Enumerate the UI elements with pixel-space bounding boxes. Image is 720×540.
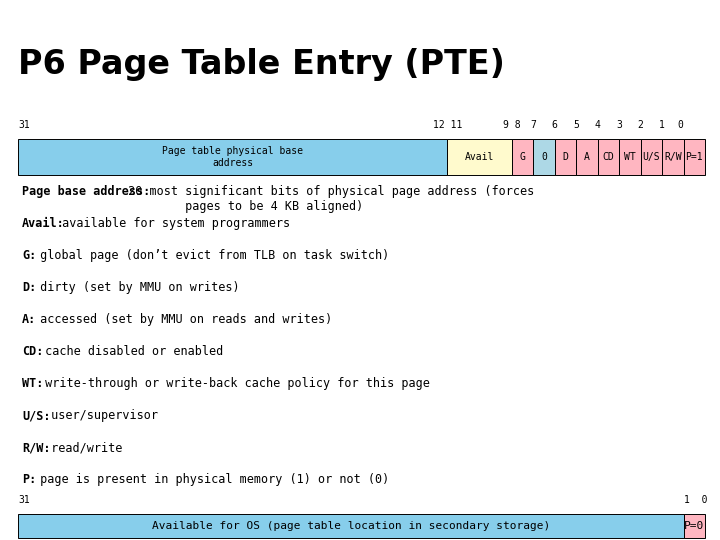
Text: 1: 1: [659, 120, 665, 130]
Text: G: G: [520, 152, 526, 162]
Text: 31: 31: [18, 120, 30, 130]
Text: R/W:: R/W:: [22, 441, 50, 454]
Text: accessed (set by MMU on reads and writes): accessed (set by MMU on reads and writes…: [33, 313, 332, 326]
FancyBboxPatch shape: [554, 139, 576, 175]
FancyBboxPatch shape: [18, 514, 683, 538]
Text: user/supervisor: user/supervisor: [44, 409, 158, 422]
Text: 20 most significant bits of physical page address (forces
         pages to be 4: 20 most significant bits of physical pag…: [121, 185, 534, 213]
Text: dirty (set by MMU on writes): dirty (set by MMU on writes): [33, 281, 240, 294]
Text: 9 8: 9 8: [503, 120, 521, 130]
Text: Page base address:: Page base address:: [22, 185, 150, 198]
Text: A: A: [584, 152, 590, 162]
Text: global page (don’t evict from TLB on task switch): global page (don’t evict from TLB on tas…: [33, 249, 390, 262]
Text: read/write: read/write: [44, 441, 122, 454]
Text: D:: D:: [22, 281, 36, 294]
Text: R/W: R/W: [664, 152, 682, 162]
Text: 12 11: 12 11: [433, 120, 462, 130]
Text: P6 Page Table Entry (PTE): P6 Page Table Entry (PTE): [18, 48, 505, 81]
FancyBboxPatch shape: [598, 139, 619, 175]
Text: 3: 3: [616, 120, 622, 130]
Text: Available for OS (page table location in secondary storage): Available for OS (page table location in…: [152, 521, 550, 531]
FancyBboxPatch shape: [683, 139, 705, 175]
Text: available for system programmers: available for system programmers: [55, 217, 290, 230]
Text: 5: 5: [573, 120, 579, 130]
FancyBboxPatch shape: [18, 139, 447, 175]
FancyBboxPatch shape: [576, 139, 598, 175]
Text: 0: 0: [678, 120, 683, 130]
Text: D: D: [562, 152, 568, 162]
Text: 1  0: 1 0: [683, 495, 707, 505]
FancyBboxPatch shape: [619, 139, 641, 175]
Text: 4: 4: [595, 120, 600, 130]
FancyBboxPatch shape: [447, 139, 512, 175]
Text: Avail: Avail: [465, 152, 494, 162]
Text: 0: 0: [541, 152, 547, 162]
Text: 31: 31: [18, 495, 30, 505]
FancyBboxPatch shape: [512, 139, 534, 175]
Text: P=1: P=1: [685, 152, 703, 162]
Text: Avail:: Avail:: [22, 217, 65, 230]
Text: Page table physical base
address: Page table physical base address: [162, 146, 303, 168]
Text: U/S: U/S: [642, 152, 660, 162]
FancyBboxPatch shape: [683, 514, 705, 538]
FancyBboxPatch shape: [641, 139, 662, 175]
Text: cache disabled or enabled: cache disabled or enabled: [38, 345, 224, 358]
Text: Carnegie Mellon: Carnegie Mellon: [623, 10, 713, 20]
Text: WT: WT: [624, 152, 636, 162]
Text: WT:: WT:: [22, 377, 43, 390]
Text: CD: CD: [603, 152, 614, 162]
Text: P:: P:: [22, 473, 36, 486]
Text: A:: A:: [22, 313, 36, 326]
FancyBboxPatch shape: [534, 139, 554, 175]
Text: 2: 2: [638, 120, 644, 130]
Text: CD:: CD:: [22, 345, 43, 358]
Text: 6: 6: [552, 120, 558, 130]
Text: U/S:: U/S:: [22, 409, 50, 422]
FancyBboxPatch shape: [662, 139, 683, 175]
Text: P=0: P=0: [684, 521, 704, 531]
Text: page is present in physical memory (1) or not (0): page is present in physical memory (1) o…: [33, 473, 390, 486]
Text: 7: 7: [531, 120, 536, 130]
Text: G:: G:: [22, 249, 36, 262]
Text: write-through or write-back cache policy for this page: write-through or write-back cache policy…: [38, 377, 431, 390]
